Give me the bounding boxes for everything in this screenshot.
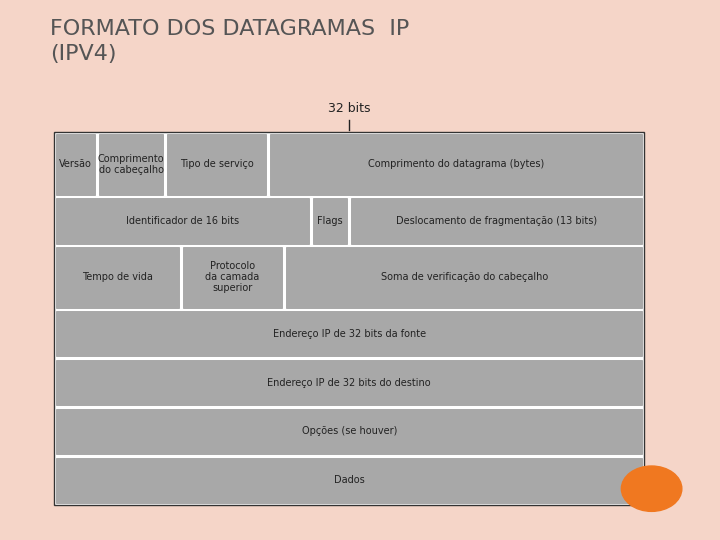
Text: Identificador de 16 bits: Identificador de 16 bits	[126, 215, 239, 226]
Text: Dados: Dados	[334, 475, 364, 485]
Text: Versão: Versão	[59, 159, 92, 169]
Text: Soma de verificação do cabeçalho: Soma de verificação do cabeçalho	[381, 272, 548, 282]
Text: Opções (se houver): Opções (se houver)	[302, 427, 397, 436]
Text: Protocolo
da camada
superior: Protocolo da camada superior	[205, 261, 260, 293]
Text: Tipo de serviço: Tipo de serviço	[180, 159, 253, 169]
Text: Comprimento do datagrama (bytes): Comprimento do datagrama (bytes)	[368, 159, 544, 169]
Text: Deslocamento de fragmentação (13 bits): Deslocamento de fragmentação (13 bits)	[396, 215, 598, 226]
Text: Tempo de vida: Tempo de vida	[82, 272, 153, 282]
Text: 32 bits: 32 bits	[328, 102, 371, 115]
Text: FORMATO DOS DATAGRAMAS  IP
(IPV4): FORMATO DOS DATAGRAMAS IP (IPV4)	[50, 19, 410, 64]
Text: Endereço IP de 32 bits do destino: Endereço IP de 32 bits do destino	[267, 377, 431, 388]
Text: Endereço IP de 32 bits da fonte: Endereço IP de 32 bits da fonte	[273, 329, 426, 339]
Text: Flags: Flags	[318, 215, 343, 226]
Text: Comprimento
do cabeçalho: Comprimento do cabeçalho	[98, 154, 164, 175]
